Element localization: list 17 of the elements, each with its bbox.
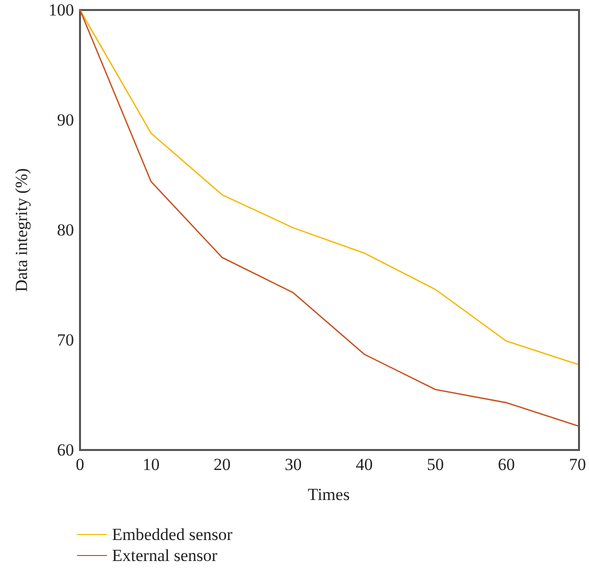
x-tick-label: 0 bbox=[76, 455, 84, 474]
x-tick-label: 30 bbox=[284, 455, 302, 474]
x-tick-label: 50 bbox=[426, 455, 444, 474]
legend-label: External sensor bbox=[112, 546, 218, 565]
x-tick-label: 60 bbox=[498, 455, 515, 474]
y-axis-title: Data integrity (%) bbox=[12, 168, 31, 292]
y-tick-label: 60 bbox=[57, 440, 74, 460]
y-tick-label: 90 bbox=[57, 110, 74, 130]
x-tick-label: 10 bbox=[142, 455, 160, 474]
x-tick-label: 70 bbox=[569, 455, 586, 474]
y-tick-label: 100 bbox=[48, 0, 74, 20]
y-tick-label: 70 bbox=[57, 330, 74, 350]
legend-label: Embedded sensor bbox=[112, 525, 233, 544]
y-tick-label: 80 bbox=[57, 220, 74, 240]
x-tick-label: 40 bbox=[356, 455, 373, 474]
x-axis-title: Times bbox=[308, 485, 350, 504]
x-tick-label: 20 bbox=[214, 455, 231, 474]
